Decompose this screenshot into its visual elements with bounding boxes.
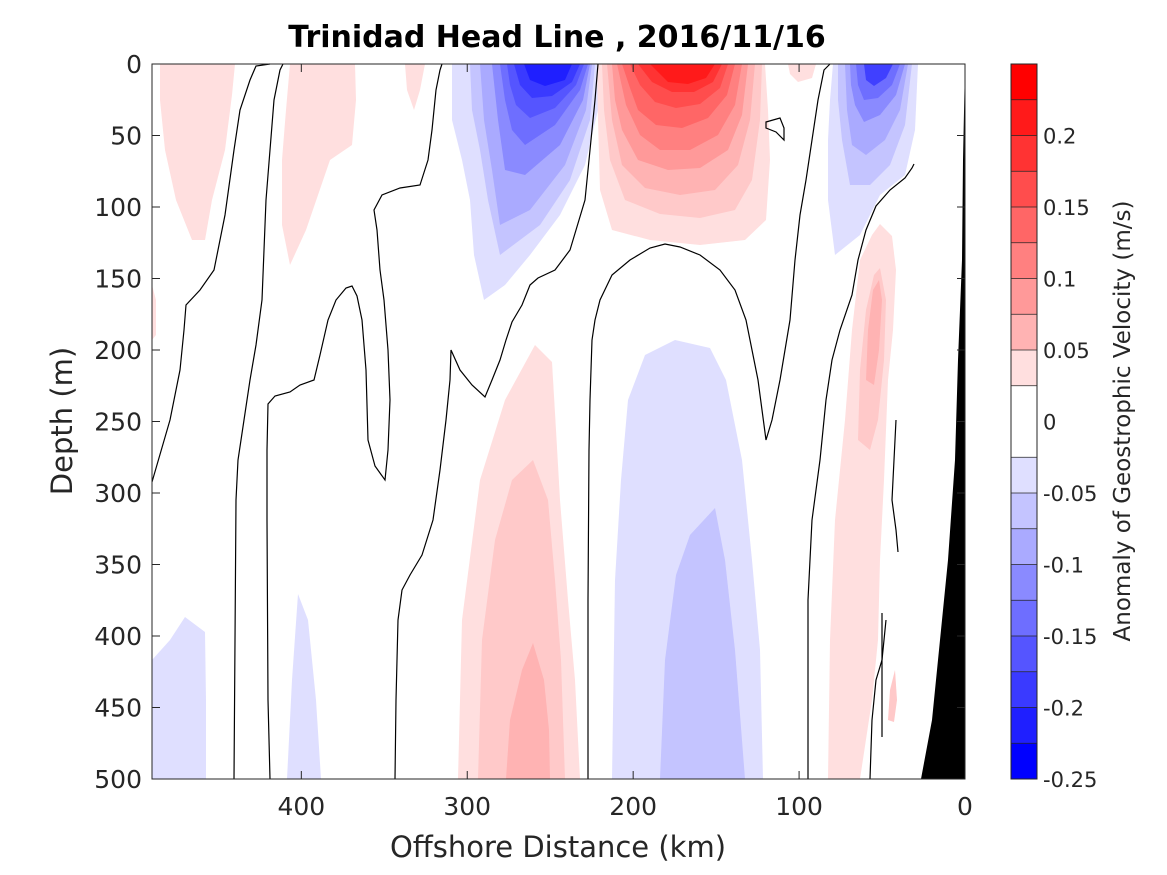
contour-fill-nearshore-small-positive (888, 670, 897, 722)
colorbar-level (1011, 528, 1037, 565)
colorbar-level (1011, 636, 1037, 672)
contour-fill-west-positive-4 (788, 64, 816, 82)
colorbar-tick-label: 0.15 (1043, 196, 1090, 220)
y-tick-label: 450 (94, 694, 142, 723)
colorbar-level (1011, 350, 1037, 386)
colorbar-tick-label: 0.2 (1043, 125, 1076, 149)
contour-fill-deep-negative-core (660, 508, 745, 779)
colorbar-tick-label: 0.1 (1043, 268, 1076, 292)
chart-title: Trinidad Head Line , 2016/11/16 (288, 20, 825, 55)
colorbar-levels (1011, 63, 1037, 779)
x-tick-label: 300 (443, 792, 491, 821)
zero-contour-line (869, 619, 887, 780)
colorbar-tick-label: -0.2 (1043, 697, 1084, 721)
colorbar-level (1011, 314, 1037, 350)
bathymetry-shelf (921, 64, 965, 779)
colorbar-level (1011, 493, 1037, 529)
y-tick-label: 0 (126, 50, 142, 79)
colorbar-tick-label: 0.05 (1043, 339, 1090, 363)
colorbar-tick-label: 0 (1043, 411, 1056, 435)
contour-fill-surface-negative-east-core (864, 64, 893, 86)
x-axis-label: Offshore Distance (km) (390, 830, 726, 864)
x-tick-label: 200 (609, 792, 657, 821)
colorbar-level (1011, 600, 1037, 636)
y-tick-label: 200 (94, 336, 142, 365)
contour-fill-west-positive-3 (405, 64, 425, 110)
zero-contour-line (151, 63, 271, 483)
zero-contour-line (233, 63, 284, 780)
colorbar-level (1011, 64, 1037, 100)
contour-fill-nearshore-positive-core (866, 280, 882, 385)
contour-fill-west-positive-edge (152, 285, 156, 340)
colorbar-level (1011, 99, 1037, 136)
colorbar-tick-label: -0.25 (1043, 768, 1097, 792)
contour-fill-west-negative-deep-2 (287, 594, 321, 779)
colorbar-level (1011, 385, 1037, 458)
zero-contour-line (765, 117, 785, 142)
x-tick-label: 0 (957, 792, 973, 821)
zero-contour-line (266, 63, 443, 780)
filled-contours (152, 64, 918, 779)
colorbar-frame (1010, 63, 1038, 780)
zero-contours (151, 63, 915, 780)
colorbar-level (1011, 671, 1037, 708)
colorbar-level (1011, 278, 1037, 315)
colorbar: 0.2 0.15 0.1 0.05 0 -0.05 -0.1 -0.15 -0.2 -0.25 A… (1010, 63, 1136, 793)
colorbar-level (1011, 707, 1037, 744)
y-tick-label: 350 (94, 551, 142, 580)
colorbar-tick-label: -0.1 (1043, 554, 1084, 578)
colorbar-level (1011, 207, 1037, 243)
zero-contour-line (891, 419, 899, 553)
x-axis-ticks: 400 300 200 100 0 (277, 64, 973, 821)
contour-fill-west-negative-deep-1 (152, 617, 206, 779)
y-tick-label: 100 (94, 193, 142, 222)
contour-fill-surface-negative-west-core (524, 64, 572, 86)
colorbar-level (1011, 171, 1037, 207)
y-tick-label: 500 (94, 765, 142, 794)
contour-fill-west-positive-1 (160, 64, 235, 240)
x-tick-label: 400 (277, 792, 325, 821)
colorbar-tick-label: -0.05 (1043, 482, 1097, 506)
y-axis-label: Depth (m) (45, 347, 79, 495)
colorbar-ticks: 0.2 0.15 0.1 0.05 0 -0.05 -0.1 -0.15 -0.2 -0.25 (1043, 125, 1097, 793)
y-tick-label: 400 (94, 622, 142, 651)
y-tick-label: 150 (94, 265, 142, 294)
y-axis-ticks: 0 50 100 150 200 250 300 350 400 450 500 (94, 50, 965, 794)
colorbar-level (1011, 135, 1037, 172)
colorbar-level (1011, 564, 1037, 601)
colorbar-level (1011, 242, 1037, 279)
zero-contour-line (807, 163, 915, 779)
colorbar-tick-label: -0.15 (1043, 625, 1097, 649)
y-tick-label: 300 (94, 479, 142, 508)
contour-fill-deep-positive-core (506, 643, 550, 779)
contour-fill-west-positive-2 (282, 64, 356, 265)
colorbar-level (1011, 743, 1037, 779)
colorbar-label: Anomaly of Geostrophic Velocity (m/s) (1110, 201, 1136, 642)
plot-area: 400 300 200 100 0 0 50 100 150 200 250 300 350 400 45… (94, 50, 973, 821)
y-tick-label: 50 (110, 122, 142, 151)
y-tick-label: 250 (94, 408, 142, 437)
x-tick-label: 100 (775, 792, 823, 821)
zero-contour-line (394, 63, 599, 780)
contour-fill-surface-positive-core (650, 64, 715, 84)
zero-contour-line (587, 63, 831, 779)
colorbar-level (1011, 457, 1037, 493)
